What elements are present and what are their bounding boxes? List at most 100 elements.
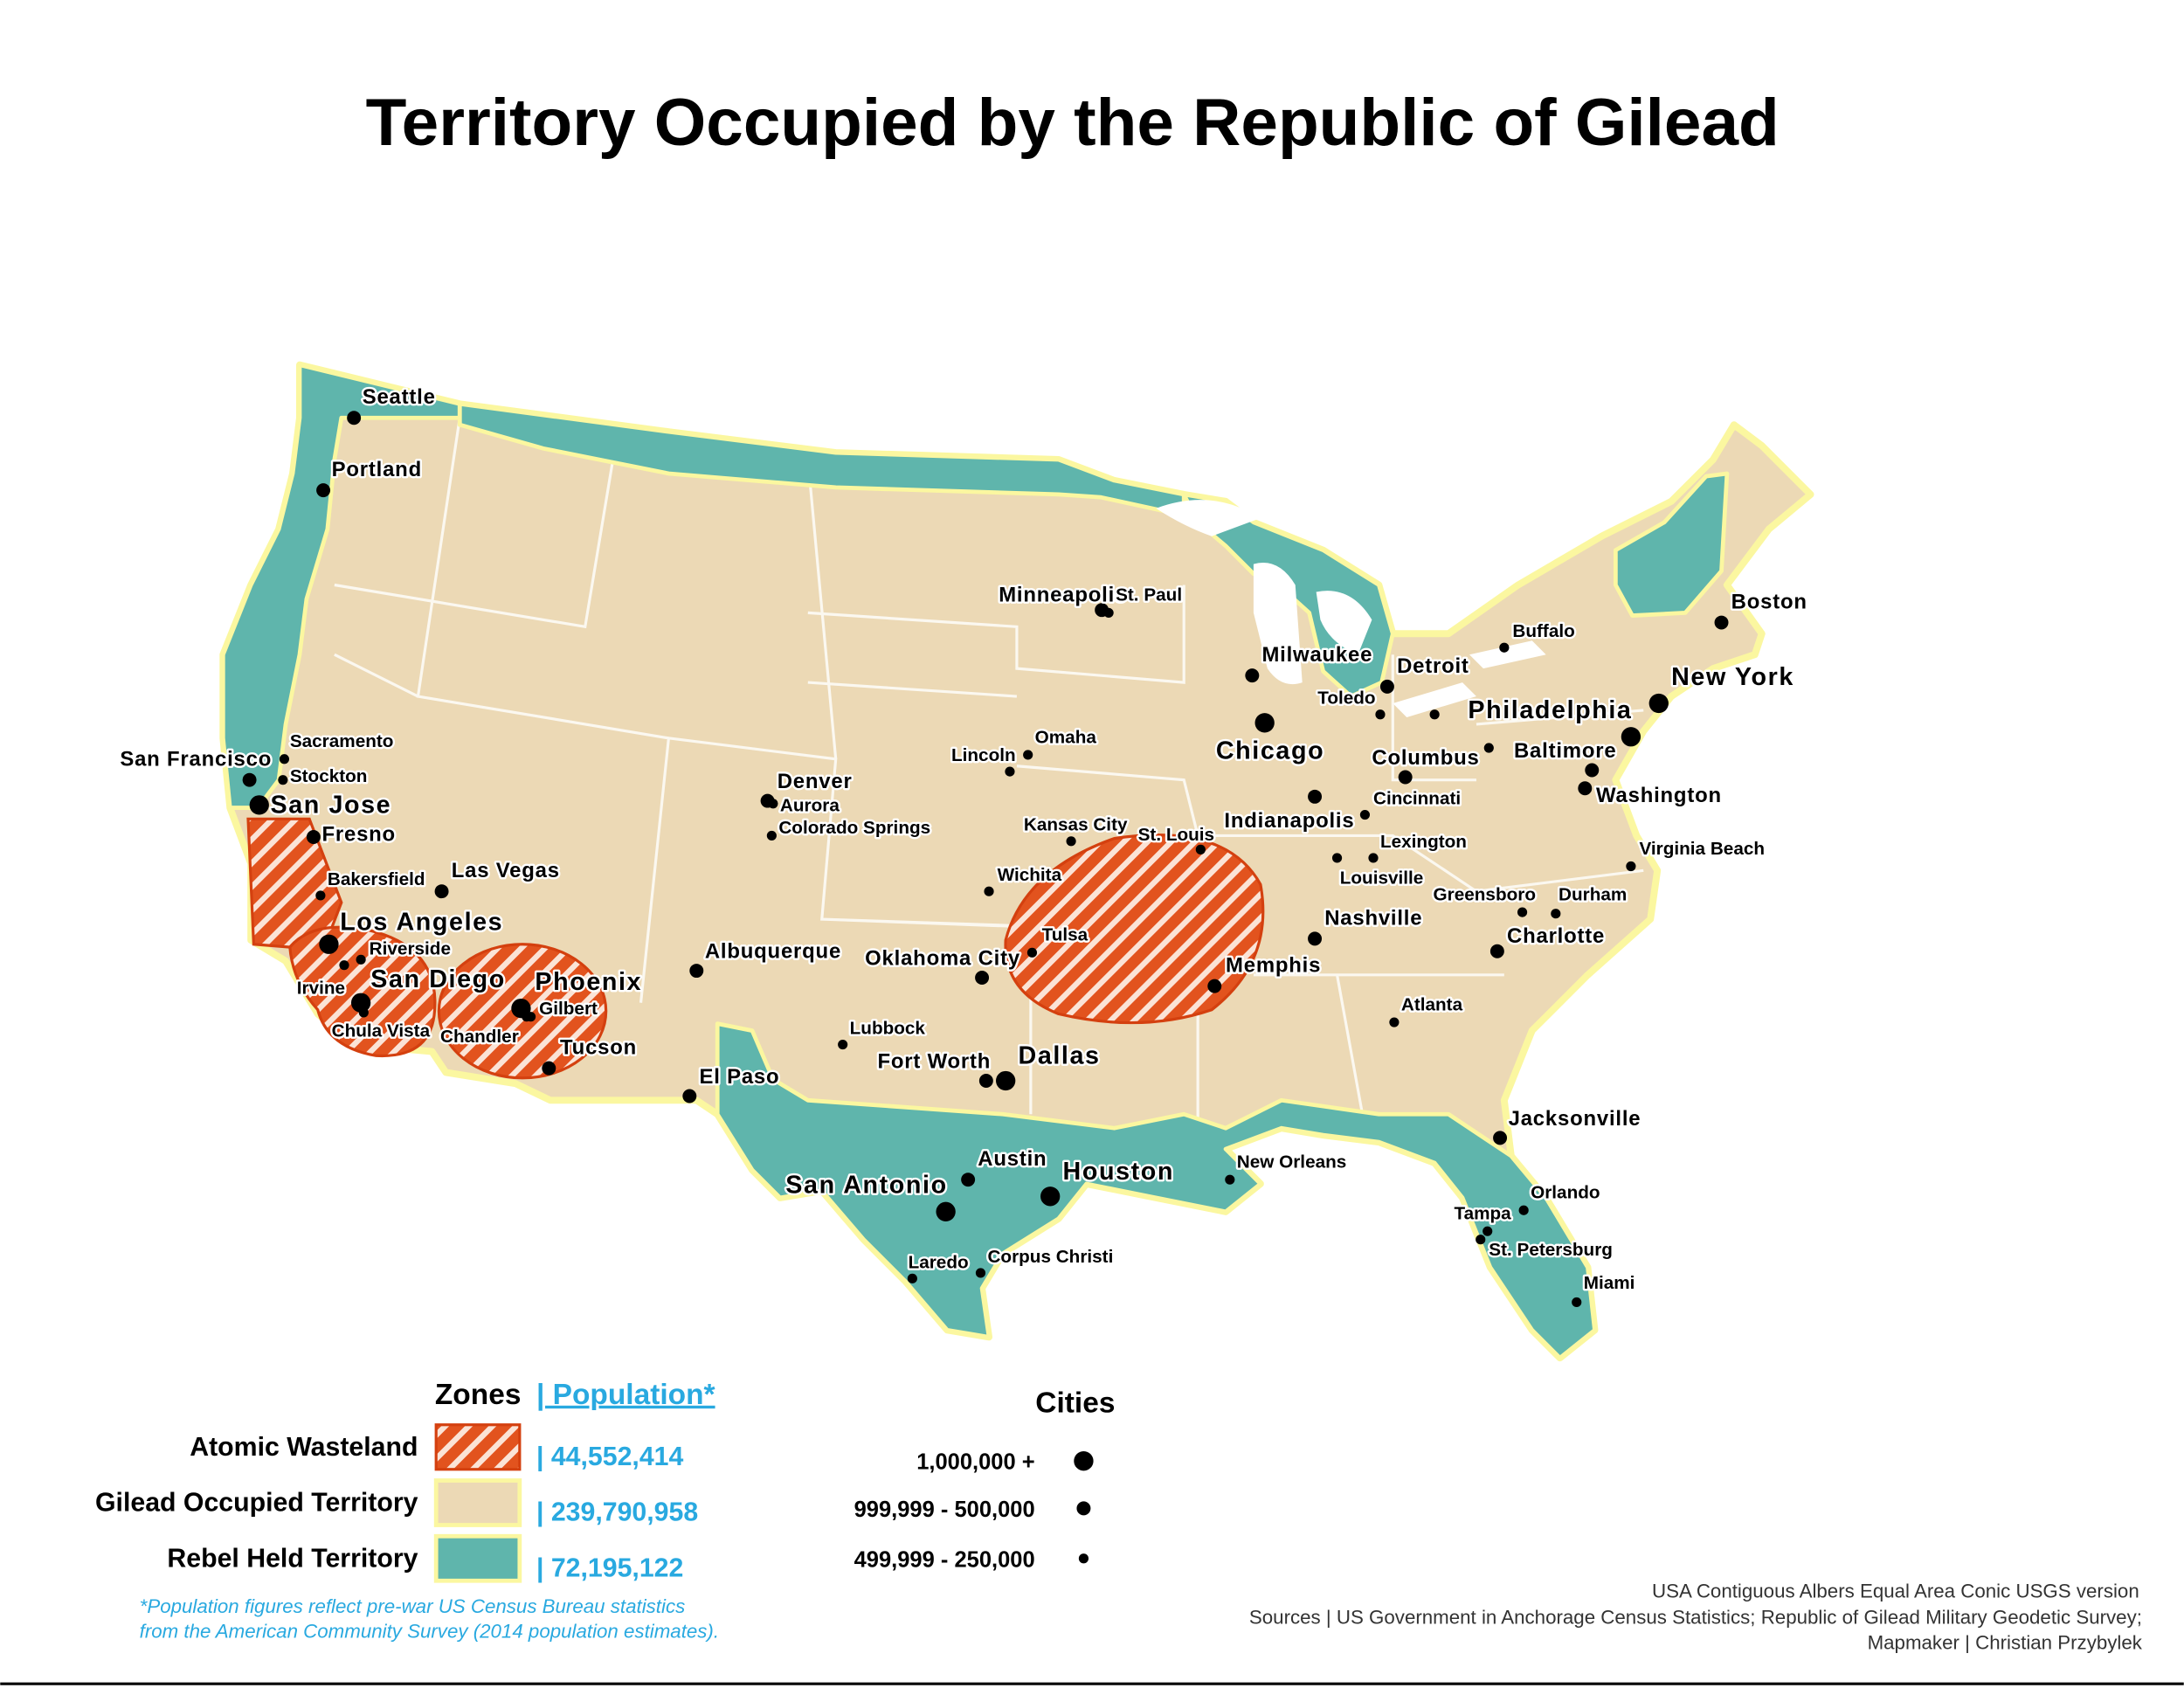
city-label: Miami xyxy=(1584,1273,1635,1293)
city-dot xyxy=(768,799,778,809)
population-heading: | Population* xyxy=(536,1379,715,1411)
city-label: Gilbert xyxy=(539,999,598,1019)
city-dot xyxy=(350,993,371,1013)
city-label: Minneapolis xyxy=(999,584,1127,607)
city-dot xyxy=(1005,766,1015,777)
city-dot xyxy=(682,1089,697,1103)
city-dot xyxy=(1714,615,1729,630)
city-label: Fort Worth xyxy=(878,1050,992,1074)
city-dot xyxy=(996,1070,1016,1091)
city-label: Fresno xyxy=(321,823,396,847)
city-dot xyxy=(356,954,366,965)
city-dot xyxy=(315,890,326,901)
city-dot xyxy=(1254,713,1275,733)
city-label: Baltimore xyxy=(1514,739,1616,763)
city-label: Laredo xyxy=(909,1252,969,1272)
city-label: Omaha xyxy=(1035,727,1097,747)
city-dot xyxy=(1026,947,1038,958)
city-dot xyxy=(1499,642,1510,653)
city-label: Chula Vista xyxy=(332,1021,431,1041)
city-dot xyxy=(1585,763,1600,778)
city-dot xyxy=(1551,909,1561,919)
city-label: Chicago xyxy=(1216,737,1324,764)
city-dot xyxy=(907,1273,917,1283)
city-label: Chandler xyxy=(440,1027,519,1047)
city-label: Tulsa xyxy=(1042,925,1089,945)
city-label: Oklahoma City xyxy=(865,947,1020,971)
city-dot xyxy=(936,1201,956,1221)
city-dot xyxy=(319,934,339,954)
city-dot xyxy=(316,483,331,498)
city-label: Cincinnati xyxy=(1373,788,1461,808)
city-dot xyxy=(1066,836,1076,847)
city-label: Aurora xyxy=(780,795,840,815)
city-dot xyxy=(249,795,269,815)
city-label: Austin xyxy=(978,1147,1047,1171)
city-dot xyxy=(1398,770,1413,785)
city-dot xyxy=(1225,1174,1235,1185)
city-label: Las Vegas xyxy=(452,859,560,882)
city-dot xyxy=(1245,668,1260,683)
city-label: Orlando xyxy=(1531,1183,1600,1203)
city-label: New York xyxy=(1671,663,1794,691)
city-dot xyxy=(279,754,290,764)
tier-label: 999,999 - 500,000 xyxy=(854,1498,1035,1522)
zone-population: | 239,790,958 xyxy=(536,1498,698,1527)
city-dot xyxy=(838,1039,848,1050)
rebel-territory xyxy=(220,363,1730,1360)
zone-label: Gilead Occupied Territory xyxy=(95,1489,418,1518)
city-label: Washington xyxy=(1596,784,1722,807)
city-dot xyxy=(984,886,994,896)
city-dot xyxy=(306,830,321,844)
city-dot xyxy=(1207,979,1222,993)
city-label: Durham xyxy=(1559,884,1627,904)
city-label: Detroit xyxy=(1397,654,1469,678)
city-label: Jacksonville xyxy=(1509,1107,1641,1131)
city-dot xyxy=(1493,1131,1508,1145)
great-lakes xyxy=(1156,500,1546,717)
city-label: Bakersfield xyxy=(328,869,425,889)
city-label: Boston xyxy=(1731,591,1807,614)
city-label: Corpus Christi xyxy=(987,1247,1113,1267)
city-dot xyxy=(766,830,777,841)
city-dot xyxy=(1476,1235,1486,1245)
city-label: Denver xyxy=(778,770,853,793)
city-dot xyxy=(1482,1226,1493,1236)
city-dot xyxy=(1626,861,1636,872)
city-label: Memphis xyxy=(1226,954,1321,978)
city-dot xyxy=(1518,1205,1529,1215)
map-title: Territory Occupied by the Republic of Gi… xyxy=(366,86,1780,160)
city-label: Los Angeles xyxy=(340,908,503,936)
legend: Zones | Population* Cities *Population f… xyxy=(95,1379,2143,1654)
city-label: Tucson xyxy=(560,1036,637,1060)
city-dot xyxy=(1578,781,1593,796)
city-label: Greensboro xyxy=(1434,884,1536,904)
city-dot xyxy=(689,964,704,979)
city-label: Nashville xyxy=(1324,906,1422,930)
city-dot xyxy=(1489,944,1504,958)
city-dot xyxy=(1331,853,1343,863)
city-label: Houston xyxy=(1063,1158,1174,1186)
city-label: St. Paul xyxy=(1116,585,1182,605)
city-dot xyxy=(1103,607,1114,618)
city-label: Dallas xyxy=(1019,1041,1101,1069)
city-label: Milwaukee xyxy=(1261,643,1372,667)
city-dot xyxy=(1621,727,1641,747)
city-dot xyxy=(1359,809,1371,820)
city-label: Colorado Springs xyxy=(778,818,930,838)
city-dot xyxy=(1195,844,1206,854)
city-label: Lexington xyxy=(1380,832,1467,852)
source-line: Mapmaker | Christian Przybylek xyxy=(1868,1631,2143,1653)
city-label: Virginia Beach xyxy=(1639,839,1765,859)
city-dot xyxy=(434,884,449,899)
city-dot xyxy=(242,772,257,787)
city-dot xyxy=(1308,931,1323,946)
city-label: Buffalo xyxy=(1512,621,1574,641)
city-label: Atlanta xyxy=(1401,994,1463,1014)
tier-dot xyxy=(1078,1553,1089,1564)
city-label: Columbus xyxy=(1372,746,1479,770)
zone-label: Rebel Held Territory xyxy=(167,1544,418,1573)
city-dot xyxy=(1483,743,1494,753)
zones-heading: Zones xyxy=(435,1379,522,1411)
